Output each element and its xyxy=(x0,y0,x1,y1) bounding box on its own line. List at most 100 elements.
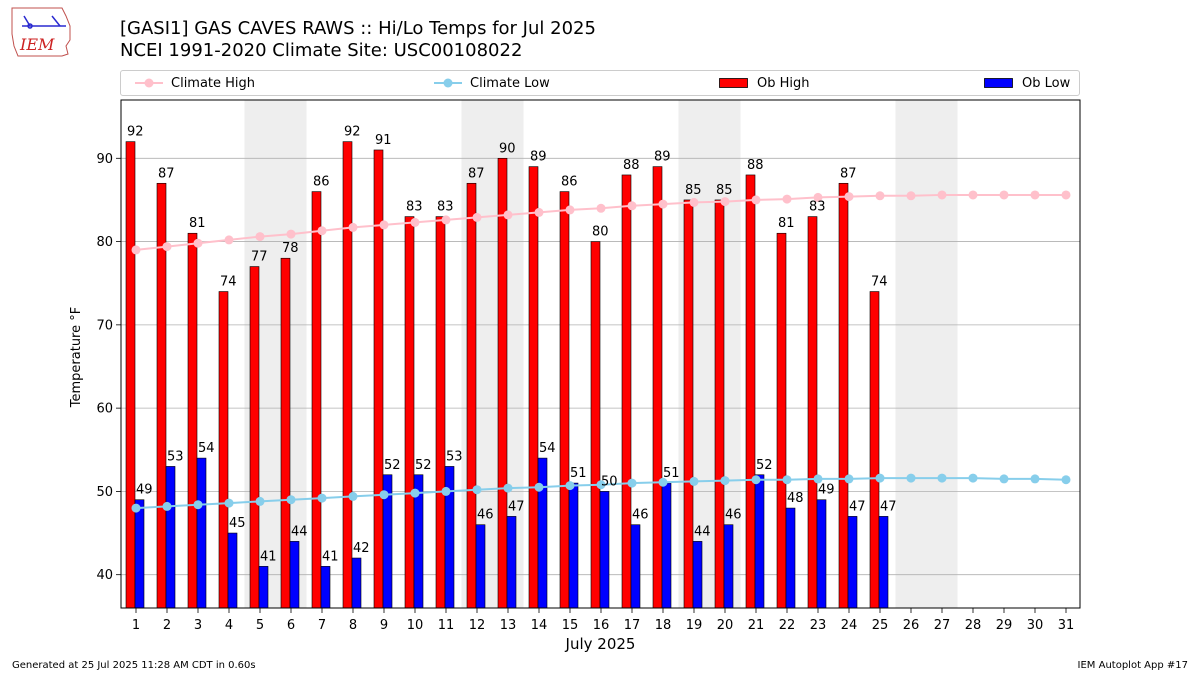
app-credit: IEM Autoplot App #17 xyxy=(1077,660,1188,671)
ob-high-bar xyxy=(218,291,229,609)
climate-high-point xyxy=(596,203,606,213)
climate-high-line-icon xyxy=(135,78,163,88)
weekend-shade xyxy=(926,100,958,608)
climate-high-point xyxy=(999,190,1009,200)
ob-high-bar xyxy=(249,266,260,609)
climate-high-point xyxy=(875,191,885,201)
ob-low-label: 44 xyxy=(291,524,308,539)
weekend-shade xyxy=(244,100,276,608)
ob-high-label: 89 xyxy=(654,150,671,165)
legend-climate-high: Climate High xyxy=(135,71,255,95)
climate-high-point xyxy=(906,191,916,201)
climate-high-point xyxy=(720,197,730,207)
climate-high-point xyxy=(534,207,544,217)
climate-high-point xyxy=(689,197,699,207)
x-tick-label: 2 xyxy=(163,618,171,633)
climate-high-point xyxy=(193,238,203,248)
x-tick-label: 9 xyxy=(380,618,388,633)
ob-high-label: 86 xyxy=(313,175,330,190)
x-tick-label: 14 xyxy=(531,618,548,633)
ob-low-label: 42 xyxy=(353,541,370,556)
ob-high-bar xyxy=(807,216,818,609)
climate-high-point xyxy=(565,205,575,215)
ob-high-label: 87 xyxy=(158,166,175,181)
x-tick-label: 4 xyxy=(225,618,233,633)
ob-high-bar xyxy=(838,182,849,609)
y-tick-label: 40 xyxy=(96,568,113,583)
x-tick-label: 5 xyxy=(256,618,264,633)
ob-high-bar xyxy=(435,216,446,609)
legend-ob-high: Ob High xyxy=(719,71,810,95)
climate-high-point xyxy=(627,201,637,211)
ob-low-label: 50 xyxy=(601,474,618,489)
y-tick-label: 80 xyxy=(96,235,113,250)
climate-high-point xyxy=(813,192,823,202)
ob-high-bar xyxy=(373,149,384,609)
ob-low-label: 41 xyxy=(322,549,339,564)
ob-high-bar xyxy=(869,291,880,609)
climate-low-point xyxy=(596,480,606,490)
y-tick-label: 60 xyxy=(96,402,113,417)
ob-high-label: 81 xyxy=(778,216,795,231)
ob-low-label: 47 xyxy=(880,499,897,514)
climate-low-point xyxy=(348,491,358,501)
ob-high-label: 89 xyxy=(530,150,547,165)
climate-low-point xyxy=(751,475,761,485)
x-tick-label: 22 xyxy=(779,618,796,633)
climate-low-point xyxy=(627,478,637,488)
x-tick-label: 11 xyxy=(438,618,455,633)
climate-low-point xyxy=(1030,474,1040,484)
y-tick-label: 90 xyxy=(96,152,113,167)
ob-high-label: 74 xyxy=(220,275,237,290)
ob-high-bar xyxy=(280,257,291,609)
climate-low-point xyxy=(658,477,668,487)
ob-low-label: 52 xyxy=(415,458,432,473)
climate-high-point xyxy=(162,242,172,252)
ob-high-label: 87 xyxy=(468,166,485,181)
climate-high-point xyxy=(751,195,761,205)
ob-high-bar xyxy=(187,232,198,609)
climate-low-point xyxy=(379,490,389,500)
ob-high-label: 85 xyxy=(716,183,733,198)
ob-high-bar xyxy=(590,241,601,609)
ob-low-bar xyxy=(320,566,331,609)
ob-high-bar xyxy=(342,141,353,609)
climate-low-point xyxy=(224,498,234,508)
ob-high-bar xyxy=(559,191,570,609)
legend: Climate High Climate Low Ob High Ob Low xyxy=(120,70,1080,96)
climate-low-point xyxy=(906,473,916,483)
ob-low-bar xyxy=(723,524,734,609)
ob-low-label: 46 xyxy=(632,508,649,523)
x-tick-label: 1 xyxy=(132,618,140,633)
y-tick-label: 50 xyxy=(96,485,113,500)
weekend-shade xyxy=(678,100,710,608)
climate-high-point xyxy=(255,232,265,242)
climate-high-point xyxy=(131,245,141,255)
weekend-shade xyxy=(461,100,493,608)
ob-high-label: 92 xyxy=(344,125,361,140)
ob-low-bar xyxy=(475,524,486,609)
ob-high-bar xyxy=(311,191,322,609)
x-tick-label: 18 xyxy=(655,618,672,633)
climate-low-point xyxy=(255,496,265,506)
ob-high-bar xyxy=(466,182,477,609)
ob-high-bar xyxy=(776,232,787,609)
x-tick-label: 30 xyxy=(1027,618,1044,633)
ob-low-label: 53 xyxy=(167,449,184,464)
climate-high-point xyxy=(410,217,420,227)
ob-low-bar xyxy=(630,524,641,609)
ob-low-bar xyxy=(227,532,238,609)
ob-high-label: 83 xyxy=(406,200,423,215)
climate-low-point xyxy=(844,474,854,484)
ob-low-bar xyxy=(599,491,610,609)
climate-low-point xyxy=(968,473,978,483)
weekend-shade xyxy=(895,100,927,608)
x-tick-label: 13 xyxy=(500,618,517,633)
ob-high-label: 78 xyxy=(282,241,299,256)
climate-low-point xyxy=(162,501,172,511)
climate-high-point xyxy=(348,222,358,232)
x-tick-label: 10 xyxy=(407,618,424,633)
climate-low-point xyxy=(534,482,544,492)
x-tick-label: 21 xyxy=(748,618,765,633)
